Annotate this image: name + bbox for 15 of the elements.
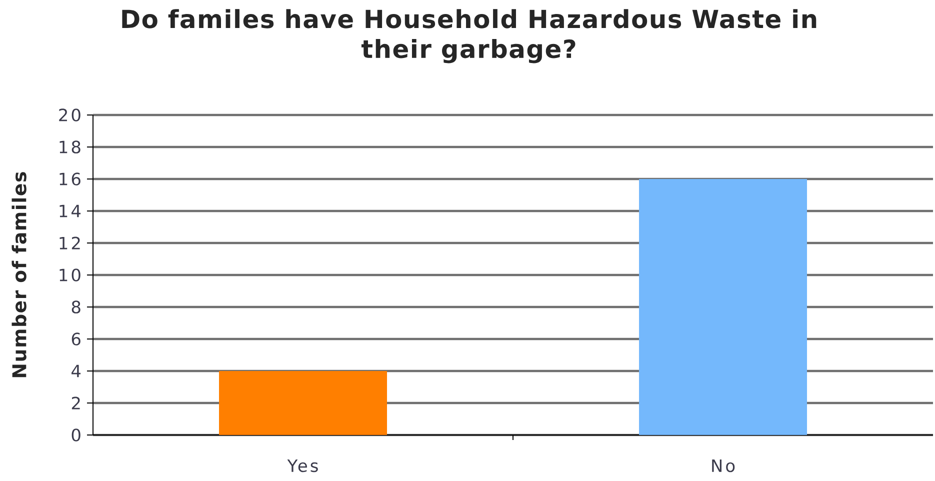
y-tick-label: 0 [72, 428, 80, 442]
y-tick-label: 18 [60, 140, 80, 154]
y-tick-label: 14 [60, 204, 81, 218]
y-tick-label: 2 [72, 396, 80, 410]
y-tick-label: 6 [72, 332, 80, 346]
y-tick-label: 8 [72, 300, 80, 314]
y-axis-title: Number of familes [12, 172, 26, 378]
y-tick-label: 10 [60, 268, 80, 282]
x-tick-label: Yes [287, 460, 318, 472]
y-tick-label: 16 [60, 172, 80, 186]
x-tick-label: No [712, 460, 735, 472]
y-tick-label: 12 [60, 236, 80, 250]
y-tick-label: 4 [72, 364, 81, 378]
y-tick-label: 20 [59, 108, 80, 122]
chart-title: Do familes have Household Hazardous Waste in their garbage? [122, 9, 816, 64]
